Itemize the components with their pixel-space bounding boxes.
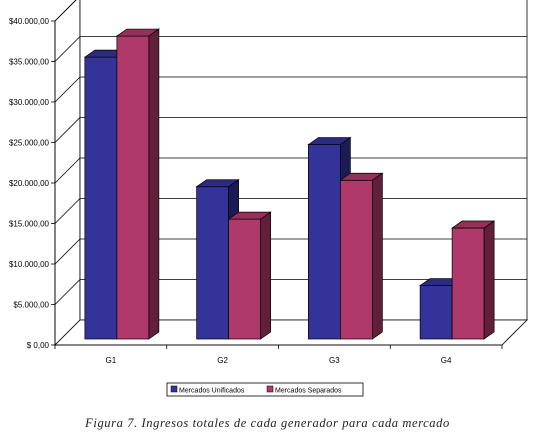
x-tick-label: G2 — [217, 356, 228, 365]
bar — [339, 172, 384, 340]
bar-front — [419, 285, 453, 340]
bar-front — [196, 186, 229, 340]
gridline — [54, 157, 527, 184]
side-wall — [54, 0, 81, 346]
y-tick-label: $40.000,00 — [9, 17, 50, 26]
bar-side — [260, 211, 271, 340]
gridline — [54, 117, 527, 143]
gridline — [54, 36, 527, 62]
legend[interactable]: Mercados Unificados Mercados Separados — [166, 382, 364, 397]
bars — [83, 28, 496, 340]
legend-box — [166, 382, 364, 397]
y-tick-label: $10.000,00 — [9, 260, 50, 269]
y-tick-label: $25.000,00 — [9, 139, 50, 148]
gridline — [54, 76, 527, 103]
y-tick-label: $20.000,00 — [9, 179, 50, 188]
bar-front — [308, 144, 341, 340]
legend-label: Mercados Unificados — [179, 388, 245, 395]
x-tick-label: G3 — [329, 356, 340, 365]
legend-label: Mercados Separados — [275, 388, 342, 395]
bar-front — [451, 227, 485, 340]
bar — [227, 211, 272, 340]
y-tick-label: $15.000,00 — [9, 220, 50, 229]
legend-swatch — [266, 385, 274, 393]
bar-front — [84, 56, 118, 340]
bar-side — [372, 172, 383, 340]
y-axis-ticks: $ 0,00 $5.000,00 $10.000,00 $15.000,00 $20.0… — [9, 17, 55, 350]
gridline — [54, 0, 77, 22]
bar-front — [340, 179, 373, 340]
y-tick-label: $30.000,00 — [9, 98, 50, 107]
bar — [451, 220, 496, 340]
bar — [115, 28, 160, 340]
figure-caption: Figura 7. Ingresos totales de cada gener… — [85, 416, 450, 430]
legend-swatch — [170, 385, 178, 393]
y-tick-label: $35.000,00 — [9, 58, 50, 67]
y-tick-label: $ 0,00 — [27, 341, 50, 350]
bar-side — [148, 28, 160, 340]
x-axis: G1 G2 G3 G4 — [54, 345, 503, 365]
x-tick-label: G1 — [106, 356, 117, 365]
bar-side — [483, 220, 495, 340]
y-tick-label: $5.000,00 — [13, 301, 49, 310]
bar-front — [228, 218, 261, 340]
x-tick-label: G4 — [441, 356, 452, 365]
bar-front — [116, 35, 150, 340]
